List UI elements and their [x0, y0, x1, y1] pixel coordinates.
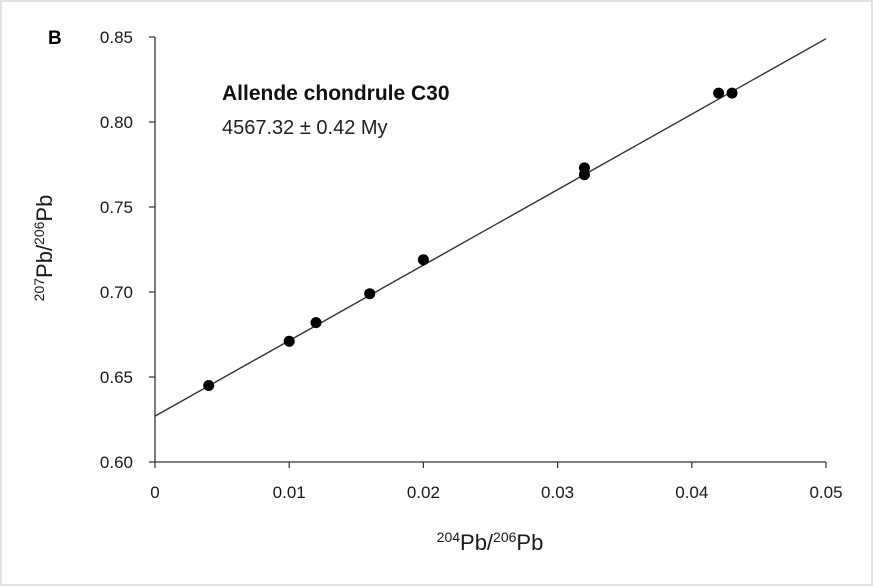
- regression-line: [154, 38, 827, 417]
- x-tick-label: 0.04: [675, 483, 708, 502]
- data-point: [713, 87, 725, 99]
- x-axis-label: 204Pb/206Pb: [437, 529, 544, 555]
- data-points: [203, 87, 738, 391]
- x-label-sup-2: 206: [493, 529, 517, 545]
- y-tick-label: 0.85: [100, 28, 133, 47]
- x-axis-ticks: 0 0.01 0.02 0.03 0.04 0.05: [150, 462, 843, 502]
- y-tick-label: 0.60: [100, 453, 133, 472]
- data-point: [203, 380, 215, 391]
- panel-label: B: [48, 28, 62, 49]
- y-label-base-2: Pb: [32, 195, 57, 222]
- x-tick-label: 0.01: [273, 483, 306, 502]
- data-point: [283, 335, 295, 347]
- x-tick-label: 0.03: [541, 483, 574, 502]
- x-label-base-2: Pb: [516, 530, 543, 555]
- y-label-base-1: Pb/: [32, 244, 57, 278]
- chart-subtitle: 4567.32 ± 0.42 My: [222, 117, 388, 139]
- x-label-base-1: Pb/: [460, 530, 494, 555]
- x-label-sup-1: 204: [437, 529, 461, 545]
- y-axis-label: 207Pb/206Pb: [31, 195, 57, 302]
- data-point: [310, 317, 322, 329]
- data-point: [726, 87, 738, 99]
- x-tick-label: 0: [150, 483, 159, 502]
- y-tick-label: 0.65: [100, 368, 133, 387]
- y-axis-ticks: 0.60 0.65 0.70 0.75 0.80 0.85: [100, 28, 155, 472]
- x-tick-label: 0.02: [407, 483, 440, 502]
- data-point: [417, 254, 429, 266]
- x-tick-label: 0.05: [809, 483, 842, 502]
- y-label-sup-1: 207: [31, 278, 47, 302]
- chart-title: Allende chondrule C30: [222, 82, 450, 105]
- y-tick-label: 0.80: [100, 113, 133, 132]
- data-point: [364, 288, 376, 300]
- data-point: [578, 162, 590, 174]
- y-tick-label: 0.70: [100, 283, 133, 302]
- y-label-sup-2: 206: [31, 221, 47, 245]
- y-tick-label: 0.75: [100, 198, 133, 217]
